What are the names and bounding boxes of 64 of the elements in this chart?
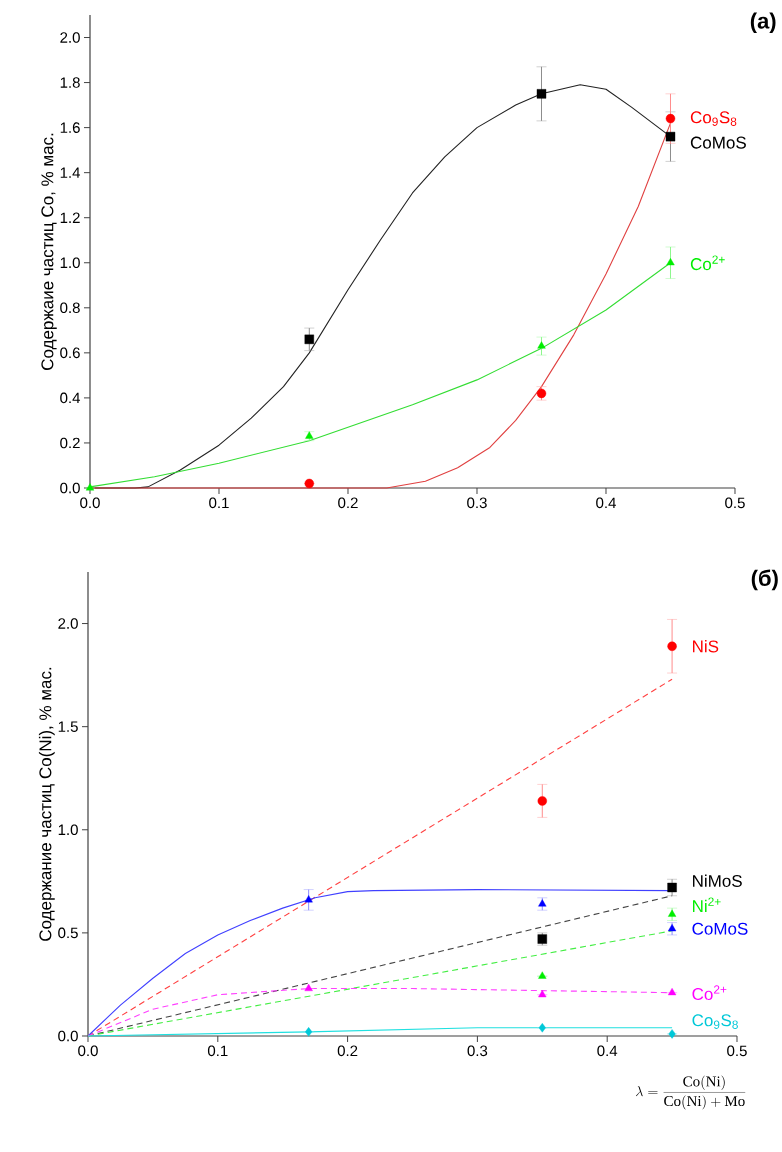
- y-tick-label: 0.8: [60, 302, 80, 314]
- series-label: CoMoS: [692, 922, 748, 935]
- point: [538, 899, 547, 907]
- x-axis-title: $\lambda = \frac{\mathrm{Co(Ni)}}{\mathrm{Co(Ni)} + \mathrm{Mo}}$: [635, 1075, 746, 1110]
- y-tick-label: 1.0: [58, 824, 78, 836]
- point: [667, 909, 677, 917]
- point: [304, 1027, 313, 1037]
- point: [665, 131, 676, 142]
- x-tick-label: 0.3: [467, 1045, 488, 1057]
- x-tick-label: 0.4: [597, 1045, 618, 1057]
- point: [304, 983, 313, 992]
- y-tick-label: 1.5: [58, 721, 78, 732]
- x-tick-label: 0.5: [727, 1045, 747, 1057]
- y-axis-title: Содержание частиц Co(Ni), % мас.: [38, 667, 55, 941]
- x-tick-label: 0.4: [596, 497, 616, 509]
- point: [538, 990, 547, 998]
- point: [538, 971, 547, 979]
- series-label: Ni$^{2+}$: [692, 897, 721, 913]
- y-axis-title: Содержаие частиц Co, % мас.: [41, 133, 57, 370]
- series-label: NiS: [692, 640, 719, 653]
- y-tick-label: 0.0: [60, 482, 80, 494]
- point: [537, 341, 546, 349]
- point: [536, 89, 547, 99]
- y-tick-label: 0.5: [58, 927, 78, 939]
- y-tick-label: 1.2: [60, 212, 80, 223]
- y-tick-label: 0.2: [60, 437, 80, 449]
- point: [85, 483, 94, 491]
- x-tick-label: 0.0: [78, 1045, 98, 1057]
- y-tick-label: 1.8: [60, 77, 80, 88]
- point: [304, 478, 314, 489]
- series-label: NiMoS: [692, 874, 742, 888]
- point: [668, 1029, 676, 1039]
- point: [537, 796, 547, 806]
- point: [304, 334, 314, 345]
- series-label: CoMoS: [690, 136, 746, 149]
- x-tick-label: 0.3: [467, 497, 487, 509]
- y-tick-label: 0.6: [60, 347, 80, 359]
- y-tick-label: 0.4: [60, 392, 80, 404]
- y-tick-label: 1.6: [60, 122, 80, 133]
- chart-title: (а): [750, 12, 776, 34]
- series-label: Co$_{9}$S$_{8}$: [690, 111, 737, 126]
- point: [667, 641, 677, 651]
- x-tick-label: 0.2: [337, 1045, 358, 1057]
- y-tick-label: 1.4: [60, 167, 80, 178]
- point: [665, 113, 676, 124]
- series-label: Co$^{2+}$: [692, 985, 727, 1001]
- y-tick-label: 1.0: [60, 257, 80, 269]
- point: [667, 882, 677, 893]
- series-label: Co$_{9}$S$_{8}$: [692, 1014, 738, 1029]
- point: [304, 895, 313, 903]
- x-tick-label: 0.5: [725, 497, 745, 509]
- point: [538, 1023, 546, 1033]
- y-tick-label: 2.0: [58, 618, 78, 629]
- chart-title: (б): [751, 569, 778, 591]
- y-tick-label: 2.0: [60, 32, 80, 43]
- x-tick-label: 0.1: [209, 497, 229, 509]
- point: [667, 924, 677, 932]
- y-tick-label: 0.0: [58, 1030, 78, 1042]
- series-label: Co$^{2+}$: [690, 255, 725, 271]
- point: [666, 258, 675, 266]
- x-tick-label: 0.2: [338, 497, 358, 509]
- x-tick-label: 0.0: [80, 497, 100, 509]
- x-tick-label: 0.1: [207, 1045, 228, 1057]
- point: [667, 987, 677, 996]
